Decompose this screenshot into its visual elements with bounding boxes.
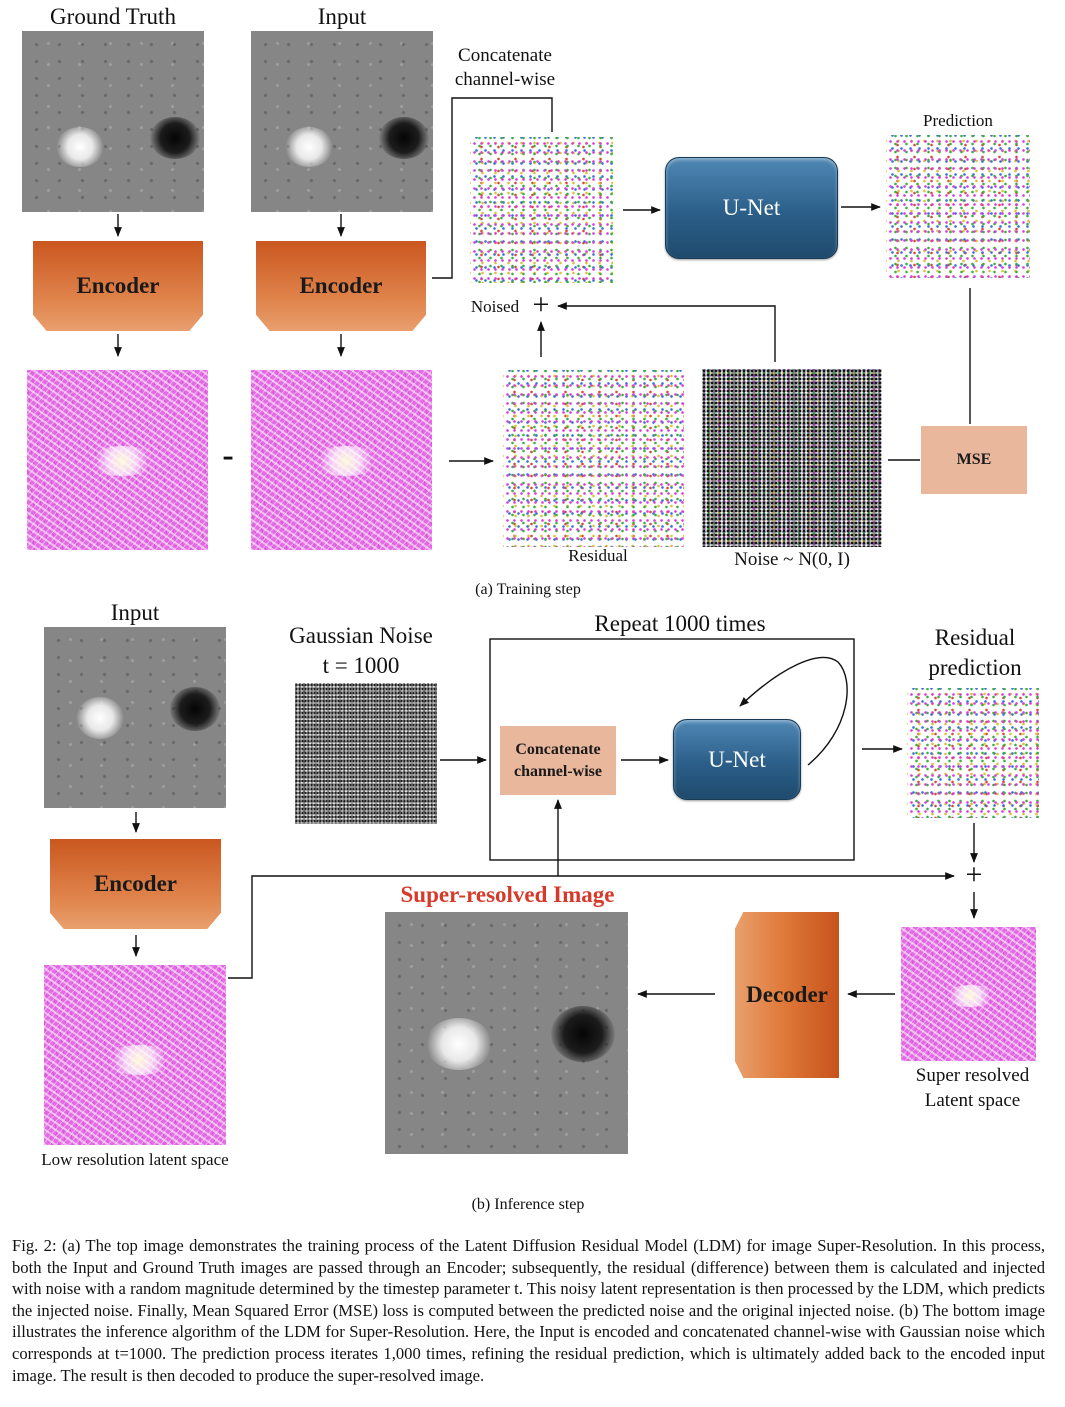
residual-prediction-label-line2: prediction	[928, 655, 1022, 680]
noised-plus-sign: +	[532, 288, 550, 321]
line-latent-to-plus	[228, 872, 955, 979]
input-image	[251, 31, 433, 212]
gaussian-noise-label-line2: t = 1000	[322, 653, 400, 678]
black-polarity-region	[150, 117, 200, 159]
inference-input-image	[44, 627, 226, 808]
minus-sign: -	[222, 437, 234, 474]
unet-label: U-Net	[722, 195, 781, 220]
mse-box: MSE	[921, 426, 1027, 494]
black-polarity-region	[170, 687, 220, 731]
low-res-latent-map	[44, 965, 226, 1145]
gaussian-noise-label-line1: Gaussian Noise	[289, 623, 433, 648]
decoder-block: Decoder	[735, 912, 839, 1078]
gaussian-noise-image	[295, 683, 437, 824]
concat-box-inference: Concatenate channel-wise	[500, 726, 616, 795]
residual-label: Residual	[568, 546, 628, 565]
white-polarity-region	[76, 697, 124, 739]
encoder-label: Encoder	[76, 273, 160, 298]
latent-core	[311, 446, 381, 476]
white-polarity-region	[56, 127, 104, 167]
encoder-block-input: Encoder	[256, 241, 426, 331]
residual-map	[503, 370, 684, 547]
concat-label-line1: Concatenate	[458, 45, 552, 66]
prediction-label: Prediction	[923, 111, 993, 130]
concat-label-line2: channel-wise	[454, 69, 556, 90]
sr-latent-label-line2: Latent space	[924, 1090, 1021, 1111]
input-label: Input	[317, 4, 367, 29]
encoder-label: Encoder	[299, 273, 383, 298]
repeat-label: Repeat 1000 times	[594, 611, 766, 636]
mse-label: MSE	[956, 451, 992, 468]
unet-block-inference: U-Net	[673, 719, 801, 800]
concat-label-line2: channel-wise	[514, 762, 602, 780]
encoder-label: Encoder	[93, 871, 178, 896]
white-polarity-region	[285, 127, 333, 167]
white-polarity-region	[425, 1018, 493, 1070]
encoder-block-inference: Encoder	[50, 839, 221, 929]
inference-input-label: Input	[110, 600, 160, 625]
decoder-label: Decoder	[746, 982, 828, 1007]
input-latent-map	[251, 370, 432, 550]
loop-arrow	[739, 656, 848, 766]
figure-caption: Fig. 2: (a) The top image demonstrates t…	[12, 1236, 1045, 1385]
inference-subcaption: (b) Inference step	[471, 1196, 585, 1213]
noised-concat-map	[470, 137, 613, 283]
gt-latent-map	[27, 370, 208, 550]
ground-truth-image	[22, 31, 204, 212]
repeat-box	[489, 638, 855, 861]
inference-plus-sign: +	[965, 858, 983, 891]
prediction-map	[886, 135, 1030, 278]
encoder-block-gt: Encoder	[33, 241, 203, 331]
latent-core	[104, 1045, 174, 1075]
black-polarity-region	[551, 1006, 615, 1062]
residual-prediction-map	[907, 688, 1039, 818]
low-res-latent-label: Low resolution latent space	[41, 1150, 229, 1169]
black-polarity-region	[379, 117, 429, 159]
line-encoder-to-concat	[432, 97, 553, 279]
arrow-noise-to-plus	[557, 302, 776, 362]
unet-block-training: U-Net	[665, 157, 838, 259]
super-resolved-latent-map	[901, 927, 1036, 1061]
noise-distribution-label: Noise ~ N(0, I)	[734, 549, 850, 570]
training-subcaption: (a) Training step	[475, 581, 581, 598]
concat-label-line1: Concatenate	[515, 740, 601, 758]
unet-label: U-Net	[708, 746, 766, 772]
gaussian-noise-map	[702, 369, 882, 547]
noised-label: Noised	[470, 297, 520, 316]
residual-prediction-label-line1: Residual	[934, 625, 1016, 650]
latent-core	[87, 446, 157, 476]
sr-latent-label-line1: Super resolved	[915, 1065, 1030, 1086]
super-resolved-image	[385, 912, 628, 1154]
ground-truth-label: Ground Truth	[50, 4, 176, 29]
super-resolved-title: Super-resolved Image	[400, 882, 615, 907]
latent-core	[943, 985, 997, 1007]
